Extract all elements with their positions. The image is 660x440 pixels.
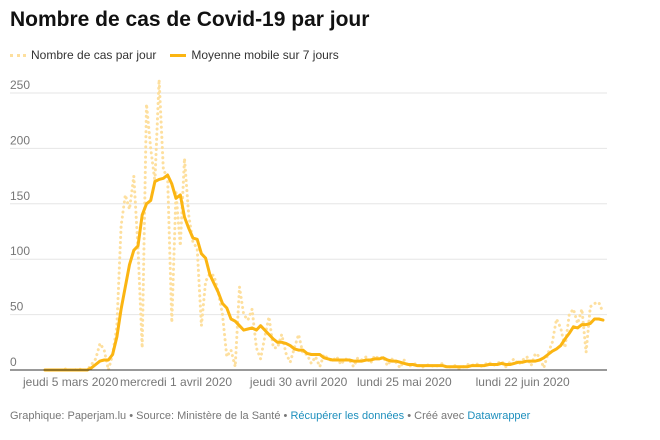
- legend-swatch-solid: [170, 53, 187, 57]
- credit-graphic: Graphique: Paperjam.lu: [10, 410, 127, 422]
- y-tick-label: 0: [10, 355, 17, 369]
- footer: Graphique: Paperjam.lu • Source: Ministè…: [10, 410, 530, 422]
- y-tick-label: 200: [10, 133, 30, 147]
- series-daily-line: [43, 78, 605, 372]
- legend-item-daily: Nombre de cas par jour: [10, 48, 156, 62]
- series-average-line: [43, 173, 605, 372]
- legend-label: Moyenne mobile sur 7 jours: [191, 48, 339, 62]
- x-tick-label: jeudi 30 avril 2020: [249, 375, 348, 389]
- separator: •: [126, 410, 137, 422]
- datawrapper-link[interactable]: Datawrapper: [467, 410, 531, 422]
- separator: •: [404, 410, 415, 422]
- legend-swatch-dotted: [10, 53, 26, 57]
- separator: •: [280, 410, 291, 422]
- made-with-label: Créé avec: [414, 410, 465, 422]
- x-tick-label: jeudi 5 mars 2020: [22, 375, 119, 389]
- chart-plot: 0 50 100 150 200 250 jeudi 5 mars 2020 mercredi…: [10, 78, 607, 389]
- y-tick-label: 50: [10, 300, 24, 314]
- y-tick-label: 250: [10, 78, 30, 92]
- chart-title: Nombre de cas de Covid-19 par jour: [10, 8, 370, 31]
- x-tick-label: mercredi 1 avril 2020: [120, 375, 232, 389]
- x-tick-label: lundi 22 juin 2020: [476, 375, 570, 389]
- download-data-link[interactable]: Récupérer les données: [290, 410, 405, 422]
- x-tick-label: lundi 25 mai 2020: [357, 375, 452, 389]
- y-tick-label: 150: [10, 189, 30, 203]
- y-tick-label: 100: [10, 244, 30, 258]
- legend: Nombre de cas par jour Moyenne mobile su…: [10, 48, 339, 62]
- credit-source: Source: Ministère de la Santé: [136, 410, 281, 422]
- legend-item-average: Moyenne mobile sur 7 jours: [170, 48, 339, 62]
- legend-label: Nombre de cas par jour: [31, 48, 157, 62]
